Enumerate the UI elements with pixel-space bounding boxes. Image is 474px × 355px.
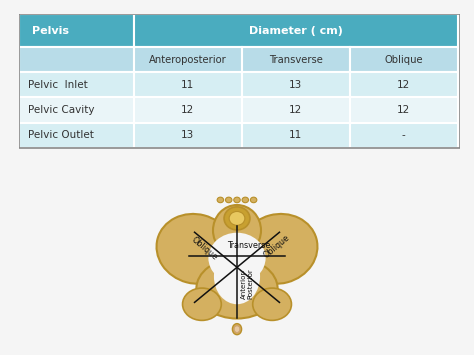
Text: 12: 12 <box>397 105 410 115</box>
Text: 12: 12 <box>289 105 302 115</box>
Bar <box>19 72 134 98</box>
Ellipse shape <box>239 214 318 284</box>
Ellipse shape <box>229 212 245 225</box>
Text: Pelvic  Inlet: Pelvic Inlet <box>28 80 88 90</box>
Ellipse shape <box>217 197 224 203</box>
Text: 12: 12 <box>181 105 194 115</box>
Ellipse shape <box>232 324 242 335</box>
Bar <box>242 72 350 98</box>
Bar <box>134 98 242 123</box>
Text: Transverse: Transverse <box>269 55 322 65</box>
Bar <box>134 123 242 148</box>
Text: 11: 11 <box>289 130 302 141</box>
Bar <box>134 47 242 72</box>
Text: 13: 13 <box>289 80 302 90</box>
Ellipse shape <box>182 288 221 320</box>
Ellipse shape <box>253 288 292 320</box>
Text: 11: 11 <box>181 80 194 90</box>
Text: Pelvic Cavity: Pelvic Cavity <box>28 105 94 115</box>
Ellipse shape <box>226 197 232 203</box>
Ellipse shape <box>209 233 265 283</box>
Ellipse shape <box>214 249 260 304</box>
Ellipse shape <box>156 214 235 284</box>
Ellipse shape <box>224 207 250 230</box>
Text: Oblique: Oblique <box>262 234 292 261</box>
Text: Transverse: Transverse <box>228 241 271 250</box>
Ellipse shape <box>242 197 248 203</box>
Bar <box>19 47 134 72</box>
Text: Diameter ( cm): Diameter ( cm) <box>249 26 343 36</box>
Bar <box>134 14 457 47</box>
Bar <box>349 72 457 98</box>
Ellipse shape <box>234 197 240 203</box>
Ellipse shape <box>250 197 257 203</box>
Bar <box>242 98 350 123</box>
Bar <box>349 98 457 123</box>
Bar <box>134 72 242 98</box>
Bar <box>242 123 350 148</box>
Text: Oblique: Oblique <box>384 55 423 65</box>
Bar <box>19 98 134 123</box>
Bar <box>19 123 134 148</box>
Bar <box>19 14 460 148</box>
Bar <box>349 47 457 72</box>
Text: Pelvis: Pelvis <box>32 26 69 36</box>
Ellipse shape <box>196 258 278 318</box>
Bar <box>242 47 350 72</box>
Text: Anterior-
Posterior: Anterior- Posterior <box>241 268 254 299</box>
Bar <box>349 123 457 148</box>
Text: 12: 12 <box>397 80 410 90</box>
Text: Pelvic Outlet: Pelvic Outlet <box>28 130 94 141</box>
Text: 13: 13 <box>181 130 194 141</box>
Text: Anteroposterior: Anteroposterior <box>149 55 227 65</box>
Ellipse shape <box>234 326 240 332</box>
Text: -: - <box>401 130 405 141</box>
Text: Oblique: Oblique <box>189 235 219 262</box>
Bar <box>19 14 134 47</box>
Ellipse shape <box>213 205 261 256</box>
